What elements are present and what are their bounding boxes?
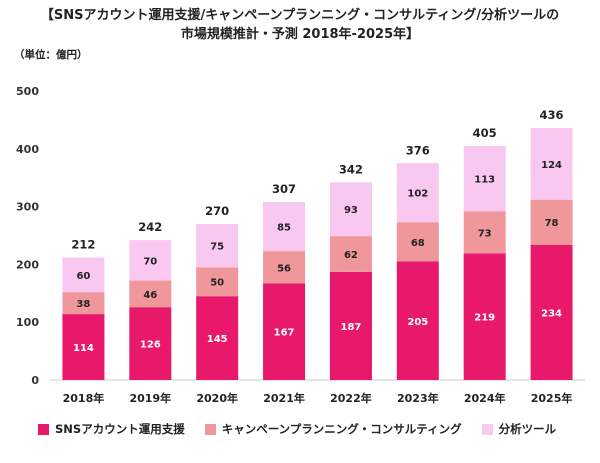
data-label-campaign: 38 — [76, 299, 90, 310]
x-tick-label: 2023年 — [397, 391, 439, 405]
bar-tool — [463, 145, 506, 212]
total-label: 376 — [406, 143, 430, 157]
bar-sns — [196, 296, 239, 380]
total-label: 405 — [473, 126, 497, 140]
x-tick-label: 2020年 — [196, 391, 238, 405]
y-tick-label: 300 — [16, 201, 39, 214]
data-label-sns: 114 — [73, 343, 94, 354]
x-tick-label: 2022年 — [330, 391, 372, 405]
y-tick-label: 100 — [16, 316, 39, 329]
bar-tool — [129, 240, 172, 281]
chart-title-line-2: 市場規模推計・予測 2018年-2025年】 — [180, 27, 420, 42]
bar-campaign — [196, 267, 239, 297]
bar-campaign — [129, 280, 172, 308]
legend-label-tool: 分析ツール — [498, 422, 557, 436]
data-label-campaign: 68 — [411, 238, 425, 249]
bar-sns — [263, 283, 306, 380]
total-label: 270 — [205, 204, 229, 218]
legend-label-campaign: キャンペーンプランニング・コンサルティング — [221, 422, 462, 436]
legend-item-sns: SNSアカウント運用支援 — [38, 421, 185, 437]
bar-sns — [396, 261, 439, 380]
legend-label-sns: SNSアカウント運用支援 — [55, 422, 185, 436]
x-tick-label: 2025年 — [531, 391, 573, 405]
data-label-tool: 124 — [541, 160, 562, 171]
total-label: 436 — [540, 108, 564, 122]
data-label-tool: 70 — [143, 256, 157, 267]
bar-sns — [463, 253, 506, 380]
chart-title-line-1: 【SNSアカウント運用支援/キャンペーンプランニング・コンサルティング/分析ツー… — [40, 8, 560, 23]
data-label-sns: 219 — [474, 313, 495, 324]
total-label: 307 — [272, 182, 296, 196]
x-tick-label: 2018年 — [63, 391, 105, 405]
bar-tool — [62, 257, 105, 293]
x-tick-label: 2021年 — [263, 391, 305, 405]
y-tick-label: 500 — [16, 85, 39, 98]
bar-sns — [129, 307, 172, 380]
bar-sns — [62, 314, 105, 380]
x-tick-label: 2024年 — [464, 391, 506, 405]
legend-swatch-campaign — [204, 423, 216, 435]
bar-campaign — [263, 251, 306, 284]
bar-campaign — [463, 211, 506, 254]
y-tick-label: 400 — [16, 143, 39, 156]
data-label-campaign: 73 — [478, 228, 492, 239]
total-label: 242 — [138, 220, 162, 234]
data-label-campaign: 50 — [210, 278, 224, 289]
data-label-tool: 113 — [474, 175, 495, 186]
bar-tool — [329, 182, 372, 237]
bar-tool — [196, 223, 239, 268]
legend-swatch-tool — [481, 423, 493, 435]
bar-tool — [530, 127, 573, 200]
data-label-tool: 93 — [344, 205, 358, 216]
data-label-sns: 205 — [407, 317, 428, 328]
data-label-tool: 75 — [210, 242, 224, 253]
bar-sns — [329, 271, 372, 380]
data-label-tool: 102 — [407, 189, 428, 200]
total-label: 212 — [71, 237, 95, 251]
data-label-campaign: 56 — [277, 263, 291, 274]
data-label-campaign: 78 — [545, 218, 559, 229]
unit-label: （単位：億円） — [14, 49, 88, 61]
total-label: 342 — [339, 162, 363, 176]
x-tick-label: 2019年 — [130, 391, 172, 405]
bar-campaign — [396, 222, 439, 262]
bar-campaign — [329, 236, 372, 272]
data-label-sns: 145 — [207, 334, 228, 345]
data-label-campaign: 62 — [344, 250, 358, 261]
data-label-tool: 85 — [277, 223, 291, 234]
bar-campaign — [62, 292, 105, 315]
bar-sns — [530, 244, 573, 380]
data-label-sns: 126 — [140, 340, 161, 351]
legend-item-tool: 分析ツール — [481, 421, 557, 437]
bar-campaign — [530, 199, 573, 245]
data-label-campaign: 46 — [143, 290, 157, 301]
legend: SNSアカウント運用支援 キャンペーンプランニング・コンサルティング 分析ツール — [38, 421, 576, 437]
legend-item-campaign: キャンペーンプランニング・コンサルティング — [204, 421, 462, 437]
data-label-sns: 187 — [341, 322, 362, 333]
legend-swatch-sns — [38, 423, 49, 435]
y-tick-label: 0 — [31, 374, 39, 387]
bar-tool — [396, 163, 439, 223]
y-tick-label: 200 — [16, 258, 39, 271]
data-label-sns: 234 — [541, 308, 562, 319]
bar-tool — [263, 201, 306, 252]
data-label-tool: 60 — [76, 271, 90, 282]
data-label-sns: 167 — [274, 328, 295, 339]
